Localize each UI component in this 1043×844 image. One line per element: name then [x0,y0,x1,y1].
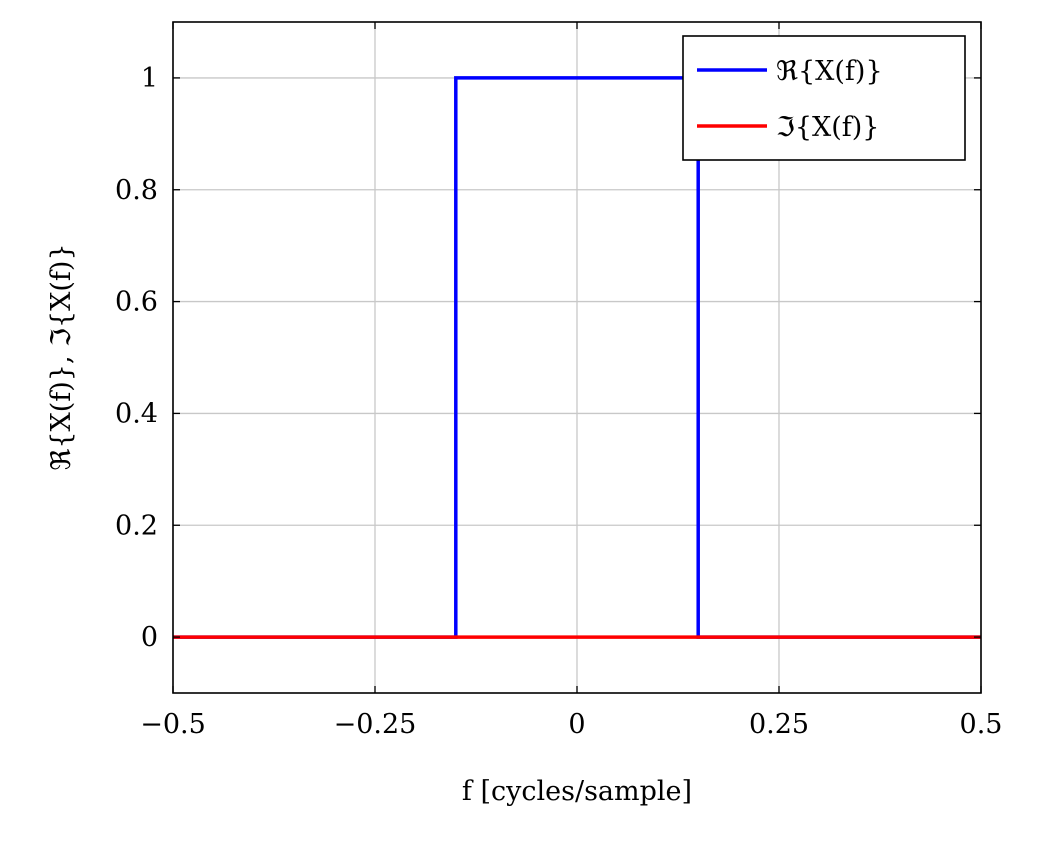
y-tick-label: 0.6 [115,287,158,318]
y-axis-label: ℜ{X(f)}, ℑ{X(f)} [46,243,77,470]
tick-group: −0.5 −0.25 0 0.25 0.5 0 0.2 0.4 0.6 0.8 1 [115,22,1002,740]
series-group [173,76,981,639]
y-tick-label: 0.4 [115,398,158,429]
x-tick-label: 0.25 [749,709,809,740]
legend-label-real: ℜ{X(f)} [776,56,883,87]
y-tick-label: 1 [141,63,158,94]
x-tick-label: −0.25 [334,709,417,740]
legend-label-imag: ℑ{X(f)} [776,112,879,143]
y-tick-label: 0.8 [115,175,158,206]
legend: ℜ{X(f)} ℑ{X(f)} [682,35,966,161]
x-tick-label: 0.5 [960,709,1003,740]
legend-box [682,35,966,161]
x-tick-label: −0.5 [140,709,206,740]
x-tick-label: 0 [568,709,585,740]
y-tick-label: 0 [141,622,158,653]
x-axis-label: f [cycles/sample] [462,776,692,807]
y-tick-label: 0.2 [115,510,158,541]
